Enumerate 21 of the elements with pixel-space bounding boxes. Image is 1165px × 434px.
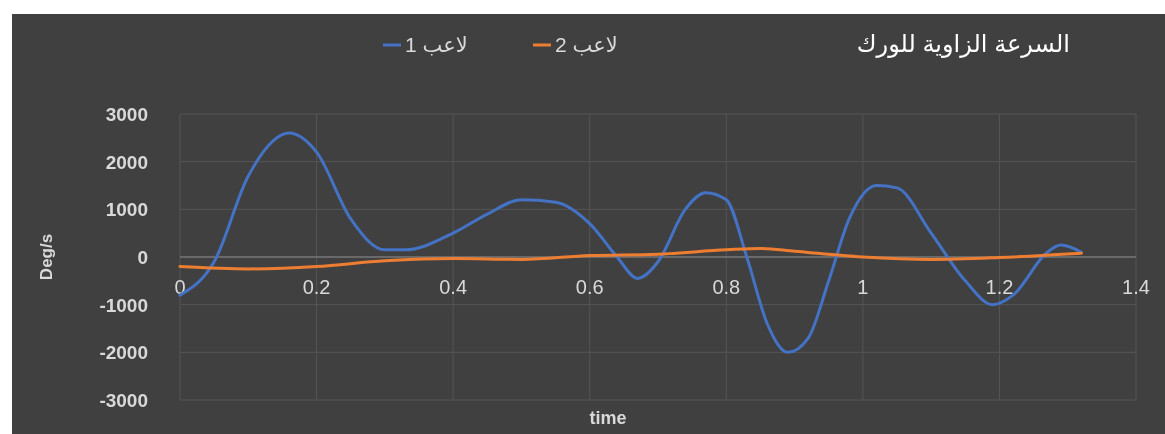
y-tick-label: 3000 (105, 104, 148, 125)
y-tick-label: -2000 (99, 342, 148, 364)
x-tick-label: 0.2 (302, 276, 331, 298)
x-tick-label: 0.6 (575, 276, 604, 298)
x-tick-label: 1.2 (985, 276, 1014, 298)
y-tick-label: -3000 (99, 390, 148, 411)
legend-label: لاعب 2 (555, 33, 618, 56)
x-tick-label: 0.8 (712, 276, 741, 298)
line-series (178, 246, 1083, 271)
x-tick-label: 1.4 (1122, 276, 1150, 298)
chart-title: السرعة الزاوية للورك (856, 30, 1070, 58)
y-axis-title: Deg/s (37, 233, 56, 281)
x-axis-title: time (589, 408, 627, 428)
y-tick-label: 1000 (105, 199, 148, 221)
x-tick-label: 1 (857, 276, 869, 298)
y-tick-label: -1000 (99, 294, 148, 316)
x-tick-label: 0 (174, 276, 186, 298)
legend-label: لاعب 1 (405, 33, 468, 56)
y-tick-label: 2000 (105, 151, 148, 173)
x-tick-label: 0.4 (439, 276, 468, 298)
y-tick-label: 0 (137, 247, 148, 268)
